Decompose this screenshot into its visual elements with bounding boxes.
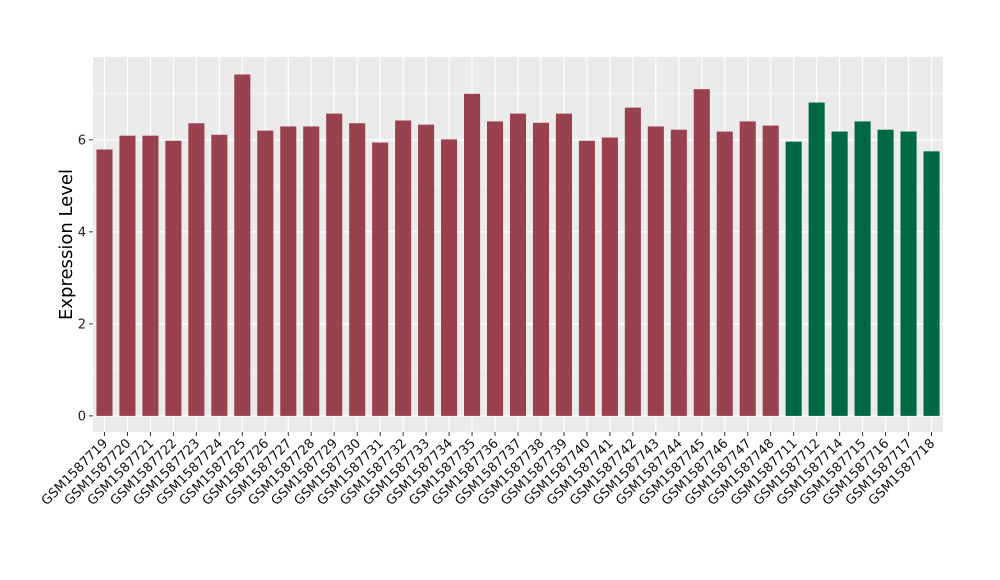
y-tick-label: 6 — [78, 133, 86, 148]
bar-GSM1587717 — [900, 131, 917, 416]
y-tick-label: 0 — [78, 409, 86, 424]
bar-GSM1587729 — [326, 113, 343, 416]
bar-GSM1587724 — [211, 134, 228, 416]
bar-GSM1587712 — [808, 102, 825, 416]
bar-GSM1587725 — [234, 74, 251, 416]
y-tick-label: 2 — [78, 317, 86, 332]
bar-GSM1587746 — [716, 131, 733, 416]
bar-GSM1587744 — [670, 129, 687, 416]
bar-GSM1587741 — [601, 137, 618, 416]
bar-GSM1587720 — [119, 135, 136, 416]
bar-GSM1587721 — [142, 135, 159, 416]
bar-GSM1587730 — [349, 123, 366, 416]
bar-GSM1587731 — [372, 142, 389, 416]
bar-GSM1587743 — [647, 126, 664, 416]
bar-GSM1587716 — [877, 129, 894, 416]
bar-GSM1587738 — [532, 122, 550, 416]
bar-GSM1587715 — [854, 121, 871, 416]
bar-GSM1587747 — [739, 121, 756, 416]
bar-GSM1587732 — [395, 120, 412, 416]
bar-GSM1587734 — [441, 139, 458, 416]
bar-GSM1587736 — [486, 121, 504, 416]
bar-GSM1587726 — [257, 130, 274, 416]
bar-GSM1587719 — [96, 149, 113, 416]
bar-GSM1587727 — [280, 126, 297, 416]
bar-GSM1587740 — [578, 140, 595, 416]
bar-GSM1587748 — [762, 125, 779, 416]
bar-GSM1587739 — [555, 113, 572, 416]
y-tick-label: 4 — [78, 225, 86, 240]
bar-GSM1587728 — [303, 126, 320, 416]
bar-GSM1587711 — [785, 141, 802, 416]
bar-GSM1587718 — [923, 151, 940, 416]
bar-GSM1587722 — [165, 140, 182, 416]
y-axis-label: Expression Level — [56, 169, 77, 320]
bar-GSM1587733 — [418, 124, 435, 416]
bar-GSM1587737 — [509, 113, 527, 416]
bar-GSM1587735 — [464, 93, 481, 416]
bar-GSM1587714 — [831, 131, 848, 416]
bar-GSM1587742 — [624, 107, 641, 416]
bar-GSM1587723 — [188, 123, 205, 416]
bar-GSM1587745 — [693, 89, 710, 416]
